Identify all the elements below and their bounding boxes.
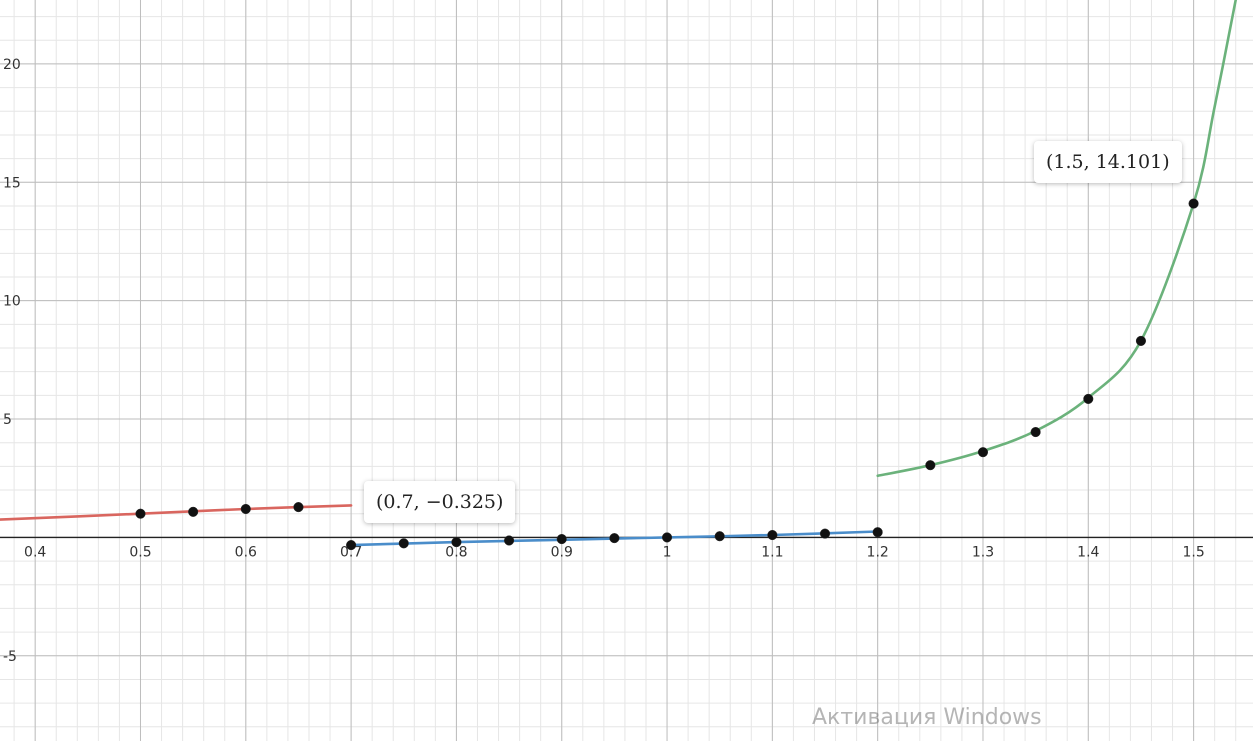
data-point <box>1188 198 1199 209</box>
windows-activation-watermark: Активация Windows <box>812 705 1042 730</box>
data-point <box>188 506 199 517</box>
data-point <box>925 460 936 471</box>
data-point <box>819 528 831 539</box>
data-point <box>135 508 146 519</box>
data-point <box>872 527 883 538</box>
data-point <box>767 529 778 541</box>
y-tick-label: 5 <box>3 412 12 428</box>
data-point <box>714 531 725 542</box>
data-point <box>1030 427 1041 438</box>
point-label-callout: (1.5, 14.101) <box>1034 141 1182 183</box>
data-point <box>661 532 673 543</box>
data-point <box>1083 393 1094 404</box>
data-point <box>556 534 567 545</box>
data-point <box>240 503 251 515</box>
x-tick-label: 0.5 <box>129 544 151 560</box>
y-tick-label: 20 <box>3 57 21 73</box>
data-point <box>398 538 409 549</box>
x-tick-label: 1.2 <box>867 544 889 560</box>
data-point <box>504 535 515 546</box>
x-tick-label: 1 <box>663 544 672 560</box>
x-tick-label: 1.5 <box>1182 544 1204 560</box>
point-label-callout: (0.7, −0.325) <box>364 481 516 523</box>
x-tick-label: 1.1 <box>761 544 783 560</box>
data-point <box>1135 335 1146 346</box>
x-tick-label: 0.7 <box>340 544 362 560</box>
x-tick-label: 0.4 <box>24 544 46 560</box>
tick-labels: 0.4 0.5 0.6 0.7 0.8 0.9 1 1.1 1.2 1.3 1.4 1.5 20 15 10… <box>3 57 1205 665</box>
y-tick-label: -5 <box>3 649 17 665</box>
data-point <box>451 537 462 548</box>
x-tick-label: 0.9 <box>551 544 573 560</box>
data-point <box>609 533 620 544</box>
x-tick-label: 0.8 <box>445 544 467 560</box>
x-tick-label: 1.4 <box>1077 544 1099 560</box>
series-curve-3 <box>876 0 1237 478</box>
data-point <box>346 540 357 551</box>
data-point <box>293 502 304 513</box>
y-tick-label: 10 <box>3 294 21 310</box>
data-points <box>135 198 1199 551</box>
data-point <box>977 447 989 458</box>
x-tick-label: 0.6 <box>235 544 257 560</box>
x-tick-label: 1.3 <box>972 544 994 560</box>
curves <box>0 0 1237 547</box>
y-tick-label: 15 <box>3 175 21 191</box>
